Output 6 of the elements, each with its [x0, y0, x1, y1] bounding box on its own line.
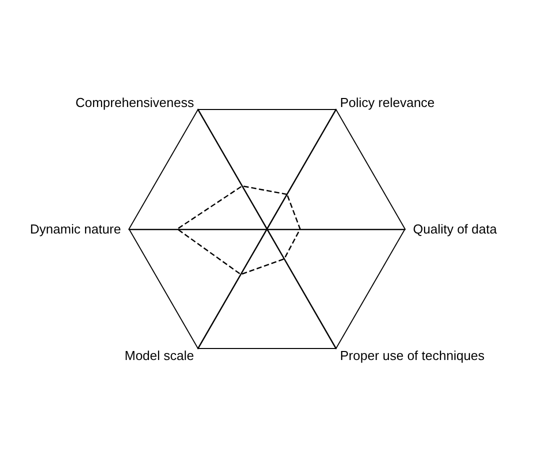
- spoke-label: Dynamic nature: [30, 222, 121, 236]
- spoke-label: Policy relevance: [340, 95, 435, 110]
- spoke-label: Proper use of techniques: [340, 348, 486, 363]
- spoke-label: Comprehensiveness: [75, 95, 194, 110]
- spoke-label: Model scale: [124, 348, 194, 363]
- spoke-label: Quality of data: [413, 222, 498, 236]
